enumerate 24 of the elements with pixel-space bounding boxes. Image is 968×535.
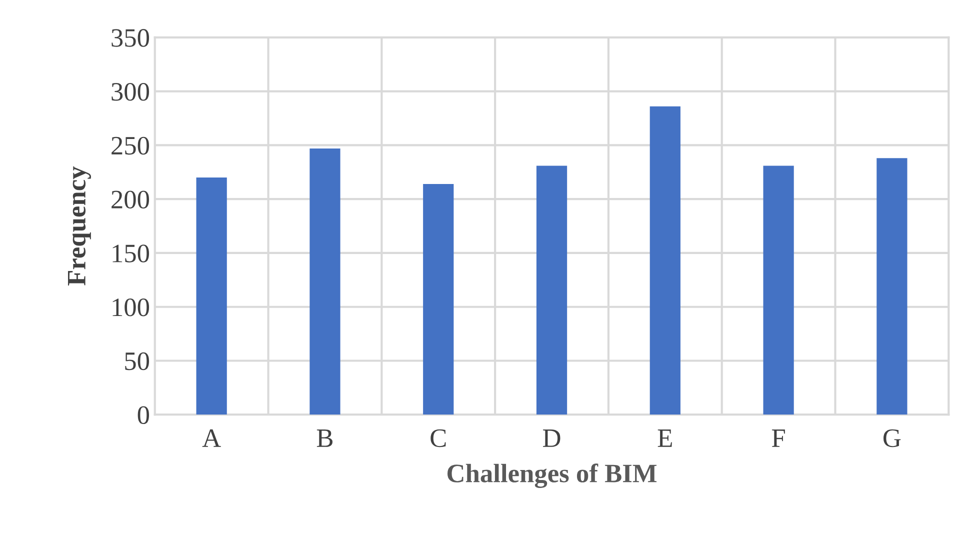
y-axis-title: Frequency [68,166,91,286]
bar [423,184,454,415]
y-tick-label: 250 [112,136,150,155]
x-tick-label: G [884,429,901,448]
x-tick-label: F [772,430,785,447]
bar [876,158,908,415]
x-axis-title: Challenges of BIM [447,464,657,488]
x-tick-label: E [658,430,672,447]
x-tick-label: C [430,429,446,448]
y-tick-label: 150 [112,244,150,262]
bar [536,166,568,415]
bar [310,148,340,415]
bar [763,166,794,415]
x-tick-label: B [316,430,332,447]
y-tick-label: 0 [138,406,150,424]
y-tick-label: 350 [112,29,150,47]
y-tick-label: 300 [112,82,150,101]
y-tick-label: 200 [112,190,150,209]
x-tick-label: A [202,429,221,447]
y-tick-label: 50 [125,352,150,370]
bar [196,178,227,415]
x-tick-label: D [542,430,560,447]
bar [650,106,680,415]
y-tick-label: 100 [112,298,150,316]
